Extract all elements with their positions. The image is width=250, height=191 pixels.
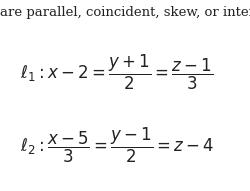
Text: are parallel, coincident, skew, or intersectin: are parallel, coincident, skew, or inter… — [0, 6, 250, 19]
Text: $\ell_2 : \dfrac{x-5}{3} = \dfrac{y-1}{2} = z - 4$: $\ell_2 : \dfrac{x-5}{3} = \dfrac{y-1}{2… — [20, 125, 214, 165]
Text: $\ell_1 : x - 2 = \dfrac{y+1}{2} = \dfrac{z-1}{3}$: $\ell_1 : x - 2 = \dfrac{y+1}{2} = \dfra… — [20, 53, 213, 92]
